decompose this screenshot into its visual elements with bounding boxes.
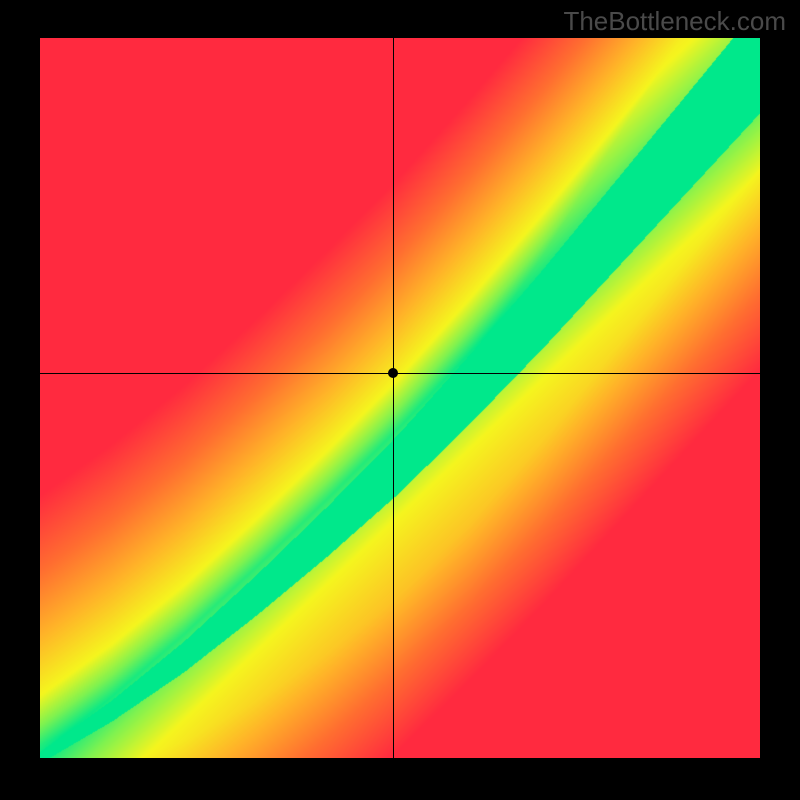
crosshair-vertical (393, 38, 394, 758)
plot-area (40, 38, 760, 758)
watermark-text: TheBottleneck.com (563, 6, 786, 37)
heatmap-canvas (40, 38, 760, 758)
crosshair-horizontal (40, 373, 760, 374)
data-point-marker (388, 368, 398, 378)
